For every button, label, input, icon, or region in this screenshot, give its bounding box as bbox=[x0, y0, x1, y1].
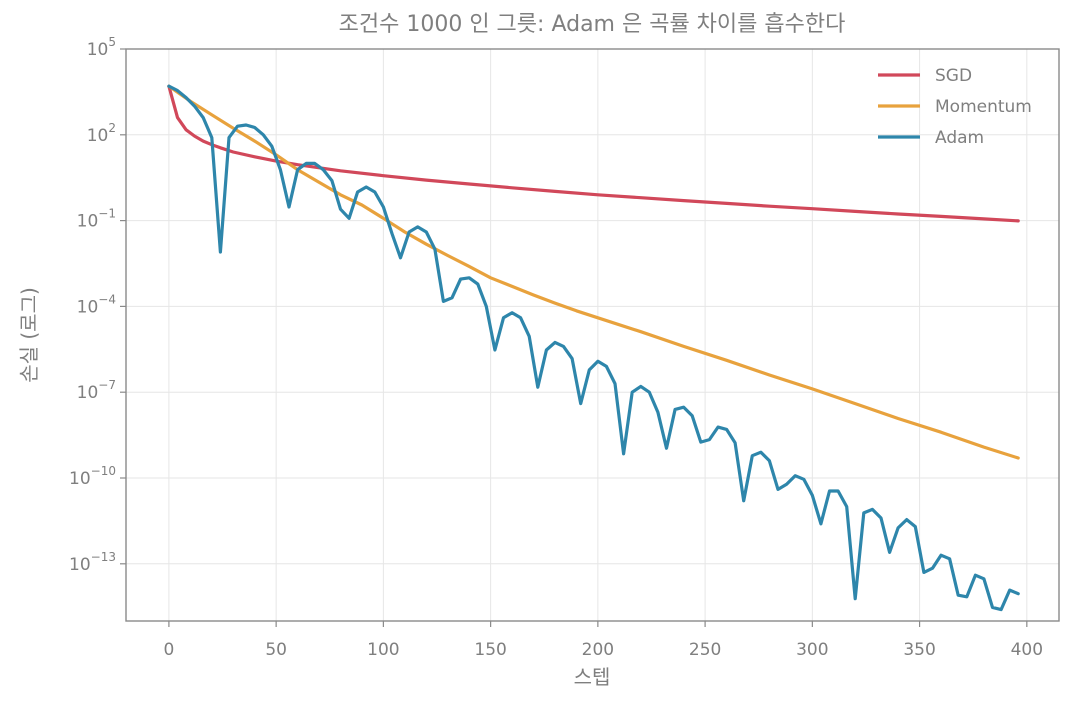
series-line-momentum bbox=[167, 84, 1020, 460]
y-tick-label: 10−10 bbox=[69, 464, 116, 489]
x-tick-label: 200 bbox=[582, 640, 614, 660]
legend: SGD Momentum Adam bbox=[878, 66, 1032, 148]
grid bbox=[126, 48, 1059, 621]
chart-title: 조건수 1000 인 그릇: Adam 은 곡률 차이를 흡수한다 bbox=[339, 12, 846, 37]
plot-frame bbox=[125, 48, 1060, 622]
x-tick-label: 50 bbox=[265, 640, 287, 660]
x-tick-label: 400 bbox=[1011, 640, 1043, 660]
y-tick-label: 102 bbox=[87, 121, 116, 146]
x-tick-label: 150 bbox=[474, 640, 506, 660]
y-axis: 105 102 10−1 10−4 10−7 10−10 10−13 bbox=[69, 35, 126, 575]
x-axis-label: 스텝 bbox=[574, 665, 611, 689]
y-tick-label: 10−13 bbox=[69, 550, 116, 575]
legend-label-adam: Adam bbox=[935, 128, 984, 148]
y-tick-label: 10−1 bbox=[77, 207, 116, 232]
series-line-adam bbox=[167, 84, 1020, 612]
x-tick-label: 250 bbox=[689, 640, 721, 660]
y-tick-label: 10−7 bbox=[77, 378, 116, 403]
legend-label-momentum: Momentum bbox=[935, 97, 1032, 117]
x-tick-label: 0 bbox=[163, 640, 174, 660]
x-tick-label: 100 bbox=[367, 640, 399, 660]
legend-label-sgd: SGD bbox=[935, 66, 972, 86]
series-line-sgd bbox=[167, 84, 1020, 223]
x-tick-label: 300 bbox=[796, 640, 828, 660]
x-tick-label: 350 bbox=[903, 640, 935, 660]
x-axis: 0 50 100 150 200 250 300 350 400 bbox=[163, 621, 1043, 660]
series-lines bbox=[167, 84, 1020, 612]
y-tick-label: 105 bbox=[87, 35, 116, 60]
y-axis-label: 손실 (로그) bbox=[17, 287, 41, 383]
y-tick-label: 10−4 bbox=[77, 292, 116, 317]
